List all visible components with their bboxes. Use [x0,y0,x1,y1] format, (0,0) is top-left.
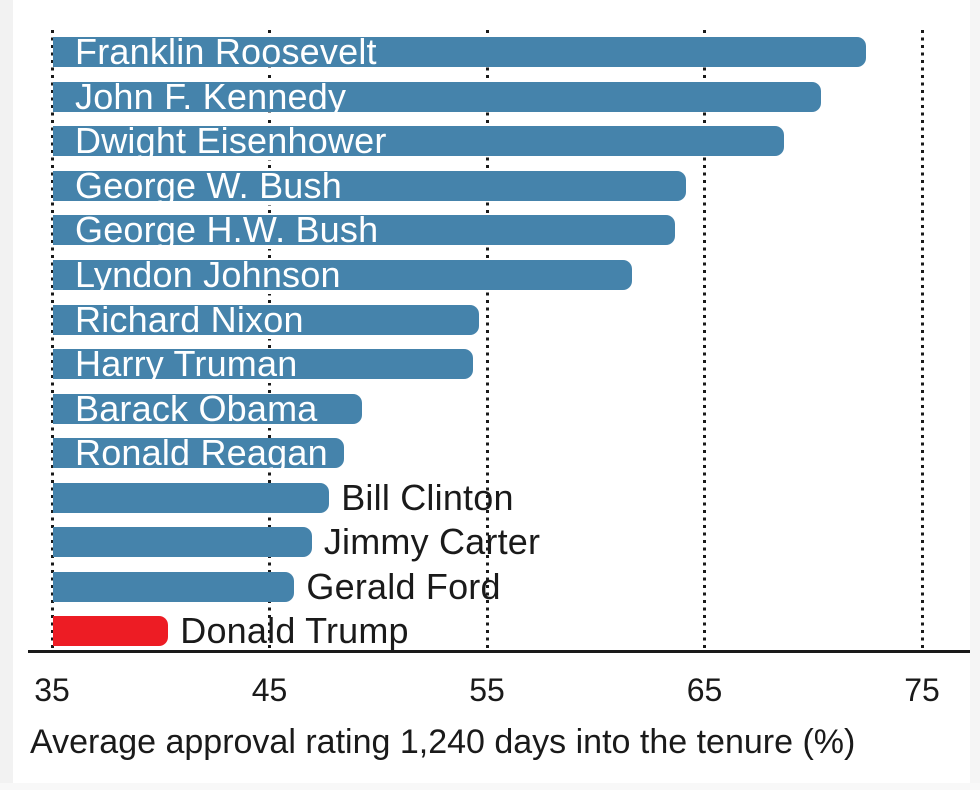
page-bottom-margin [0,783,980,790]
page-left-margin [0,0,13,790]
bar-label-gerald-ford: Gerald Ford [306,565,501,607]
bar-bill-clinton [53,482,330,513]
bar-label-george-h-w-bush[interactable]: George H.W. Bush [75,209,379,251]
x-tick-label-35: 35 [34,672,70,708]
bar-label-george-w-bush[interactable]: George W. Bush [75,164,342,206]
bar-label-franklin-roosevelt[interactable]: Franklin Roosevelt [75,31,377,73]
bar-label-richard-nixon[interactable]: Richard Nixon [75,298,304,340]
bar-jimmy-carter [53,527,312,558]
bar-harry-truman [53,349,473,380]
bar-ronald-reagan [53,438,345,469]
gridline-75 [920,30,924,650]
bar-label-ronald-reagan[interactable]: Ronald Reagan [75,432,328,474]
bar-label-bill-clinton: Bill Clinton [341,476,514,518]
x-tick-label-75: 75 [904,672,940,708]
bar-label-john-f-kennedy[interactable]: John F. Kennedy [75,75,347,117]
bar-richard-nixon [53,304,480,335]
bar-label-harry-truman[interactable]: Harry Truman [75,343,298,385]
x-tick-label-65: 65 [686,672,723,708]
bar-dwight-eisenhower [53,126,784,157]
bar-label-donald-trump: Donald Trump [180,610,409,652]
bar-george-w-bush [53,170,686,201]
bar-barack-obama [53,393,362,424]
bar-george-h-w-bush [53,215,676,246]
gridline-55 [485,30,489,650]
bar-franklin-roosevelt [53,37,867,68]
page-right-margin [970,0,980,790]
bar-label-jimmy-carter: Jimmy Carter [323,521,541,563]
bar-donald-trump [53,616,169,647]
x-axis-title: Average approval rating 1,240 days into … [30,723,856,761]
x-axis-line [28,650,970,653]
gridline-65 [703,30,706,650]
x-tick-label-55: 55 [469,672,505,708]
gridline-45 [268,30,271,650]
bar-john-f-kennedy [53,81,821,112]
bar-lyndon-johnson [53,260,632,290]
bar-gerald-ford [53,571,295,602]
gridline-35 [50,30,54,650]
bar-label-lyndon-johnson[interactable]: Lyndon Johnson [75,254,341,295]
bar-label-barack-obama[interactable]: Barack Obama [75,387,318,429]
x-tick-label-45: 45 [251,672,288,708]
bar-label-dwight-eisenhower[interactable]: Dwight Eisenhower [75,120,387,162]
